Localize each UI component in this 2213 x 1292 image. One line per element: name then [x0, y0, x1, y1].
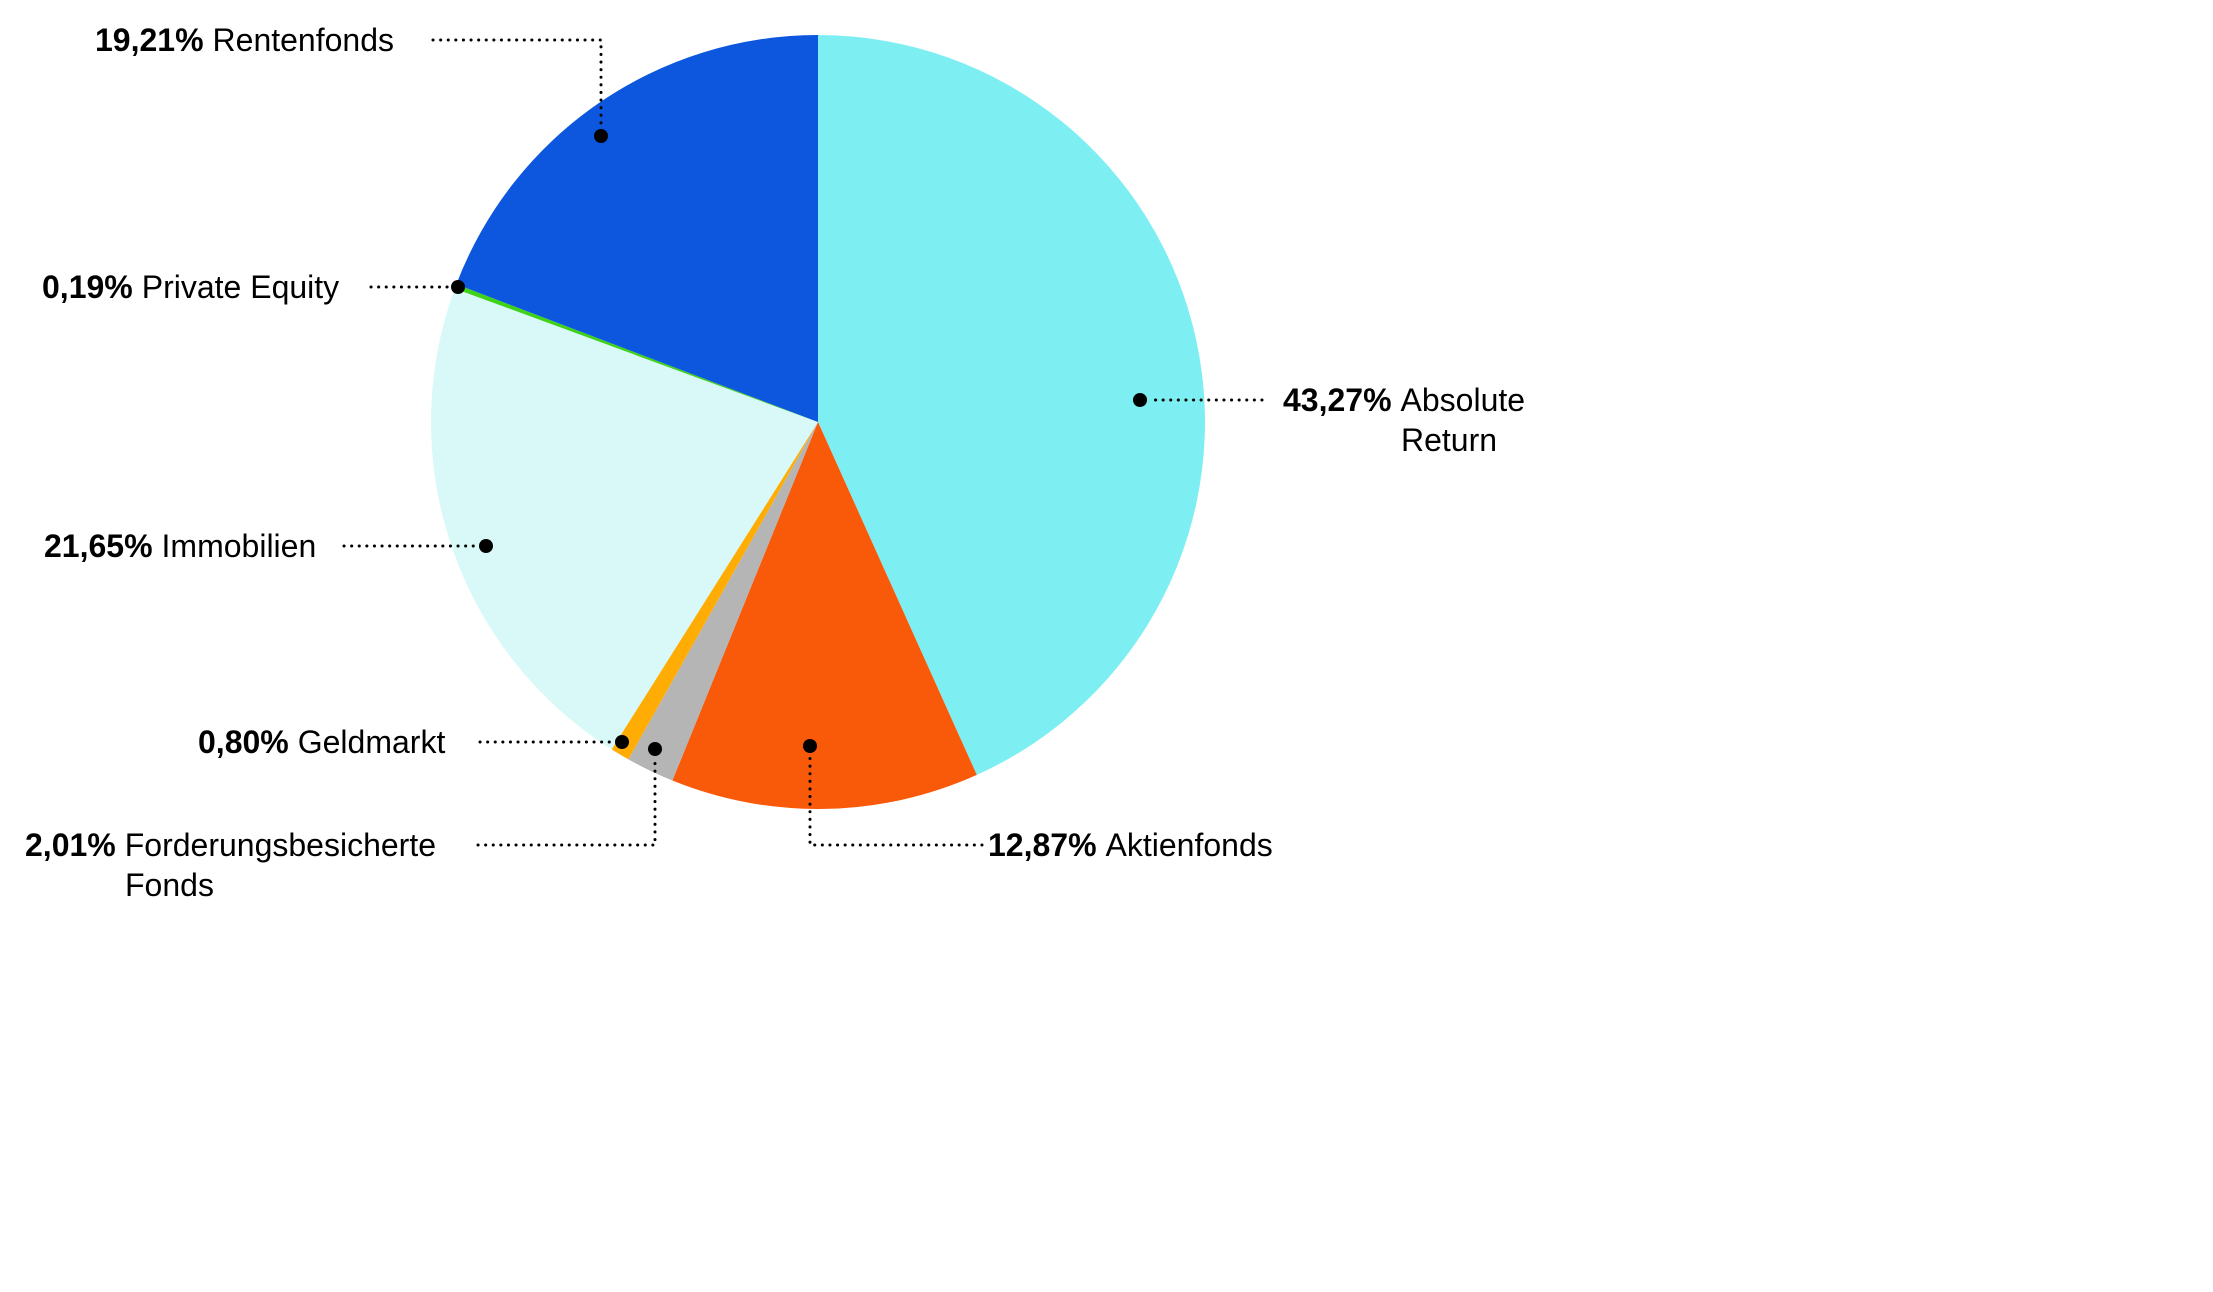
pie-label-pct: 0,80%	[198, 724, 289, 760]
pie-label-name: Forderungsbesicherte Fonds	[124, 827, 437, 903]
leader-dot-rentenfonds	[594, 129, 608, 143]
leader-line-forderungsbesicherte-fonds	[476, 755, 657, 847]
pie-slice-geldmarkt	[611, 422, 818, 760]
pie-label-name: Geldmarkt	[297, 724, 446, 760]
pie-slice-private-equity	[454, 284, 818, 422]
pie-slice-rentenfonds	[456, 35, 818, 422]
pie-slice-absolute-return	[818, 35, 1205, 775]
pie-label-pct: 19,21%	[95, 22, 204, 58]
pie-label-name: Rentenfonds	[212, 22, 394, 58]
pie-label-name: Private Equity	[141, 269, 340, 305]
leader-dot-forderungsbesicherte-fonds	[648, 742, 662, 756]
pie-label-forderungsbesicherte-fonds: 2,01% Forderungsbesicherte Fonds	[25, 825, 436, 905]
pie-slice-immobilien	[430, 288, 818, 750]
pie-label-rentenfonds: 19,21% Rentenfonds	[95, 20, 394, 60]
leader-dot-private-equity	[451, 280, 465, 294]
pie-label-name: Aktienfonds	[1105, 827, 1273, 863]
leader-dot-absolute-return	[1133, 393, 1147, 407]
pie-label-pct: 0,19%	[42, 269, 133, 305]
pie-label-aktienfonds: 12,87% Aktienfonds	[988, 825, 1273, 865]
pie-label-pct: 2,01%	[25, 827, 116, 863]
pie-slice-forderungsbesicherte-fonds	[628, 422, 818, 781]
leader-dot-aktienfonds	[803, 739, 817, 753]
pie-slice-aktienfonds	[672, 422, 977, 809]
pie-label-name: Absolute Return	[1400, 382, 1526, 458]
leader-dot-immobilien	[479, 539, 493, 553]
pie-label-geldmarkt: 0,80% Geldmarkt	[198, 722, 445, 762]
pie-label-absolute-return: 43,27% Absolute Return	[1283, 380, 1525, 460]
pie-label-immobilien: 21,65% Immobilien	[44, 526, 316, 566]
pie-label-private-equity: 0,19% Private Equity	[42, 267, 339, 307]
pie-label-name: Immobilien	[161, 528, 317, 564]
pie-label-pct: 12,87%	[988, 827, 1097, 863]
leader-line-rentenfonds	[431, 38, 603, 133]
leader-dot-geldmarkt	[615, 735, 629, 749]
pie-label-pct: 43,27%	[1283, 382, 1392, 418]
pie-label-pct: 21,65%	[44, 528, 153, 564]
